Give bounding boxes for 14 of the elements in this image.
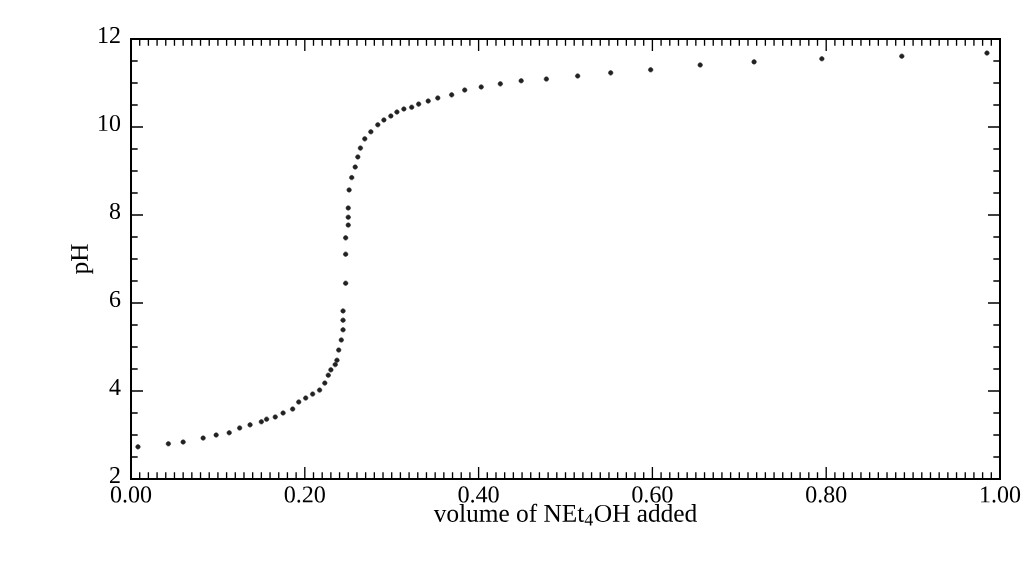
y-tick-label: 4 xyxy=(109,379,121,395)
y-tick-label: 2 xyxy=(110,467,120,483)
x-axis-title: volume of NEt$_{4}$OH added xyxy=(433,503,697,526)
x-tick-label: 0.40 xyxy=(458,486,499,503)
x-tick-label: 0.60 xyxy=(632,486,673,503)
y-tick-label: 6 xyxy=(109,290,121,308)
x-tick-label: 0.20 xyxy=(284,486,325,503)
y-axis-title: pH xyxy=(71,244,94,275)
y-tick-label: 12 xyxy=(99,27,120,43)
y-tick-label: 8 xyxy=(109,202,121,220)
x-tick-label: 0.00 xyxy=(110,486,152,503)
x-tick-label: 0.80 xyxy=(806,486,847,503)
x-tick-label: 1.00 xyxy=(981,486,1021,503)
y-tick-label: 10 xyxy=(99,114,121,132)
